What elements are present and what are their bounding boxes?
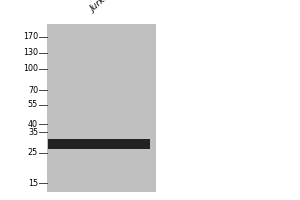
Text: 130: 130 [23, 48, 38, 57]
Bar [48, 139, 150, 149]
Text: 70: 70 [28, 86, 38, 95]
Text: 55: 55 [28, 100, 38, 109]
Text: Jurkat: Jurkat [89, 0, 115, 14]
Text: 40: 40 [28, 120, 38, 129]
Text: 100: 100 [23, 64, 38, 73]
Text: 15: 15 [28, 179, 38, 188]
Text: 25: 25 [28, 148, 38, 157]
Text: 170: 170 [23, 32, 38, 41]
Text: 35: 35 [28, 128, 38, 137]
Bar [46, 24, 156, 192]
